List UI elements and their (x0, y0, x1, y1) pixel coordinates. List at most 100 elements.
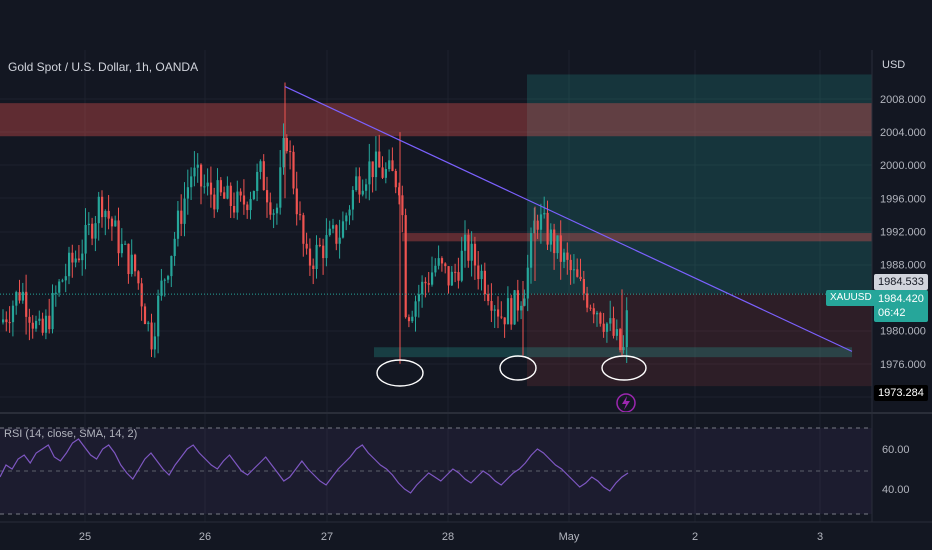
circle-annotation (601, 355, 647, 381)
candle-body (44, 315, 48, 333)
candle-body (549, 229, 552, 245)
candle-body (308, 248, 312, 266)
candle-body (526, 267, 529, 299)
candle-body (483, 270, 486, 295)
candle-body (170, 256, 173, 277)
candle-body (318, 244, 321, 246)
candle-body (216, 180, 219, 210)
candle-body (266, 190, 269, 203)
candle-body (546, 212, 549, 245)
candle-body (124, 243, 127, 245)
descending-trendline[interactable] (284, 86, 853, 352)
candle-body (325, 235, 328, 259)
candle-body (203, 186, 206, 188)
rsi-title[interactable]: RSI (14, close, SMA, 14, 2) (4, 428, 138, 440)
candle-body (134, 254, 137, 272)
countdown-value: 06:42 (878, 307, 906, 319)
candle-body (48, 315, 51, 330)
candle-body (299, 214, 302, 216)
candle-body (272, 213, 275, 215)
time-tick-label: 3 (817, 531, 823, 543)
candle-body (563, 252, 566, 262)
price-tick-label: 1988.000 (880, 260, 926, 272)
candle-body (411, 316, 414, 322)
candle-body (510, 298, 513, 325)
candle-body (68, 252, 71, 277)
candle-body (457, 272, 460, 281)
upper-price-tag: 1984.533 (874, 274, 928, 290)
candle-body (87, 223, 90, 225)
candle-body (262, 161, 265, 191)
candle-body (157, 295, 160, 337)
candle-body (71, 252, 74, 263)
long-position-stop-zone[interactable] (527, 293, 872, 387)
candle-body (279, 167, 282, 208)
price-tick-label: 1992.000 (880, 226, 926, 238)
candle-body (219, 180, 222, 193)
time-axis[interactable]: 25 26 27 28 May 2 3 (79, 531, 823, 543)
price-axis[interactable]: 2008.000 2004.000 2000.000 1996.000 1992.000… (880, 94, 926, 404)
candle-body (143, 306, 147, 325)
candle-body (424, 281, 427, 284)
candle-body (427, 283, 430, 285)
candle-body (348, 209, 351, 216)
candle-body (454, 271, 457, 273)
candle-body (101, 196, 104, 218)
candle-body (282, 138, 285, 168)
candle-body (190, 176, 193, 188)
candle-body (295, 188, 298, 215)
rsi-tick-label: 40.00 (882, 484, 910, 496)
candle-body (252, 190, 255, 200)
candle-body (140, 283, 143, 307)
rsi-axis[interactable]: 60.00 40.00 (882, 444, 910, 496)
candle-body (572, 269, 576, 271)
time-tick-label: 2 (692, 531, 698, 543)
candle-body (569, 259, 572, 271)
candle-body (206, 182, 209, 187)
candle-body (120, 243, 123, 254)
candle-body (520, 305, 523, 311)
candle-body (619, 329, 622, 351)
candle-body (246, 204, 249, 211)
mid-resistance-zone[interactable] (402, 233, 872, 242)
candle-body (493, 309, 496, 311)
candle-body (21, 291, 24, 301)
candle-body (609, 318, 612, 324)
candle-body (404, 215, 407, 318)
currency-label: USD (882, 59, 905, 71)
candle-body (18, 292, 21, 301)
symbol-tag: XAUUSD (826, 290, 876, 306)
candle-body (473, 243, 477, 266)
candle-body (77, 258, 81, 261)
candle-body (351, 190, 354, 210)
long-position-profit-zone[interactable] (527, 74, 872, 294)
candle-body (209, 182, 213, 195)
candle-body (355, 176, 358, 191)
candle-body (160, 280, 163, 296)
candle-body (91, 223, 94, 239)
candle-body (269, 202, 272, 215)
symbol-title[interactable]: Gold Spot / U.S. Dollar, 1h, OANDA (8, 60, 199, 74)
candle-body (358, 176, 361, 195)
candle-body (477, 265, 480, 280)
candle-body (242, 195, 246, 205)
candle-body (602, 323, 605, 332)
candle-body (150, 322, 153, 350)
candle-body (384, 169, 387, 178)
price-tick-label: 1996.000 (880, 193, 926, 205)
candle-body (84, 224, 87, 254)
candle-body (259, 161, 262, 172)
candle-body (365, 184, 368, 191)
candle-body (163, 279, 166, 281)
candle-body (371, 161, 374, 178)
candle-body (431, 272, 434, 285)
candle-body (487, 294, 490, 302)
candle-body (74, 258, 77, 263)
candle-body (596, 312, 599, 315)
candle-body (516, 290, 519, 311)
candle-body (341, 221, 345, 238)
resistance-zone[interactable] (0, 103, 872, 137)
candle-body (450, 271, 453, 286)
support-zone[interactable] (374, 347, 852, 358)
